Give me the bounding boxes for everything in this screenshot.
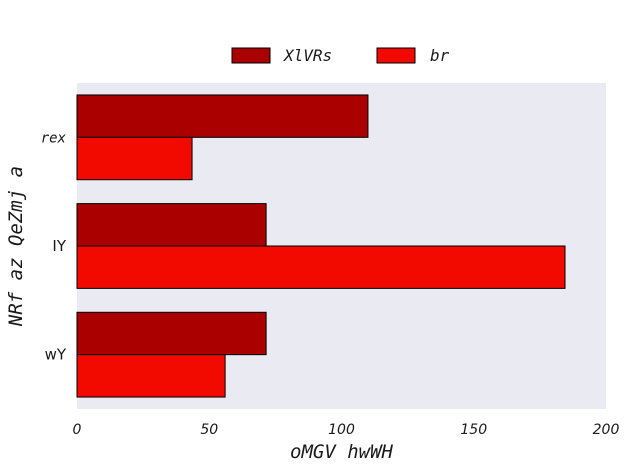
x-axis-label: oMGV hwWH [290,441,394,463]
bar-br-wy [76,354,226,398]
y-tick-label: rex [41,130,67,146]
bar-br-rex [76,136,193,181]
bar-br-iy [76,245,566,289]
y-axis-label: NRf az QeZmj a [5,166,27,327]
x-tick-label: 200 [593,422,620,438]
x-axis-ticks: 0 50 100 150 200 [73,422,620,438]
bar-xlvrs-rex [76,94,369,138]
x-tick-label: 150 [460,422,487,438]
legend-swatch-br [376,47,416,64]
legend-label-br: br [430,46,450,65]
bar-xlvrs-iy [76,203,267,247]
bars-group [76,94,566,398]
legend: XlVRs br [231,46,450,65]
x-tick-label: 0 [73,422,82,438]
x-tick-label: 100 [328,422,355,438]
legend-swatch-xlvrs [231,47,271,64]
y-tick-label: IY [52,237,66,255]
y-axis-ticks: rex IY wY [41,130,67,363]
legend-label-xlvrs: XlVRs [283,46,332,65]
y-tick-label: wY [45,346,67,364]
bar-xlvrs-wy [76,311,267,356]
x-tick-label: 50 [200,422,218,438]
